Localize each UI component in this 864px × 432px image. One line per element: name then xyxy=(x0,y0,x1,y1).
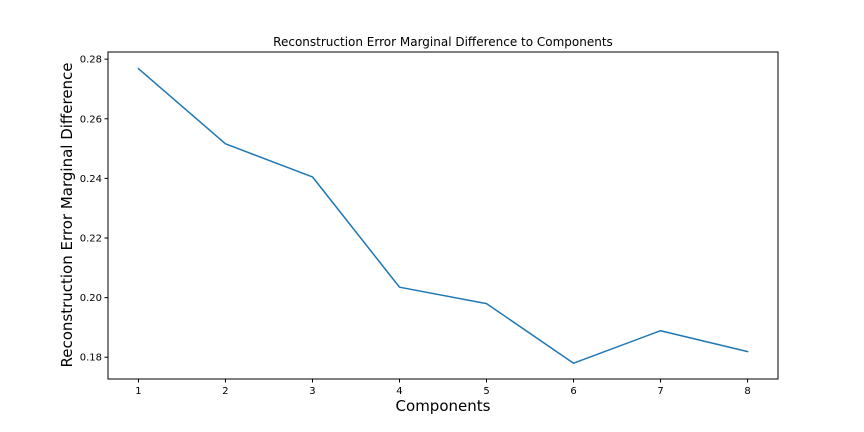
x-tick-label: 7 xyxy=(657,386,663,397)
y-axis-ticks: 0.18 0.20 0.22 0.24 0.26 0.28 xyxy=(80,55,108,364)
y-tick-label: 0.26 xyxy=(80,114,102,125)
x-tick-label: 1 xyxy=(135,386,141,397)
x-axis-label: Components xyxy=(396,397,491,415)
x-tick-label: 6 xyxy=(570,386,576,397)
y-tick-label: 0.20 xyxy=(80,293,102,304)
y-tick-label: 0.18 xyxy=(80,353,102,364)
y-tick-label: 0.28 xyxy=(80,55,102,66)
y-tick-label: 0.24 xyxy=(80,174,102,185)
series-line xyxy=(137,67,749,364)
plot-area-frame xyxy=(107,51,779,380)
x-tick-label: 5 xyxy=(483,386,489,397)
chart-title: Reconstruction Error Marginal Difference… xyxy=(273,35,613,49)
series-layer xyxy=(137,67,749,364)
x-tick-label: 3 xyxy=(309,386,315,397)
x-tick-label: 4 xyxy=(396,386,402,397)
x-axis-ticks: 1 2 3 4 5 6 7 8 xyxy=(135,379,751,397)
x-tick-label: 8 xyxy=(744,386,750,397)
x-tick-label: 2 xyxy=(222,386,228,397)
y-tick-label: 0.22 xyxy=(80,234,102,245)
y-axis-label: Reconstruction Error Marginal Difference xyxy=(58,62,76,367)
